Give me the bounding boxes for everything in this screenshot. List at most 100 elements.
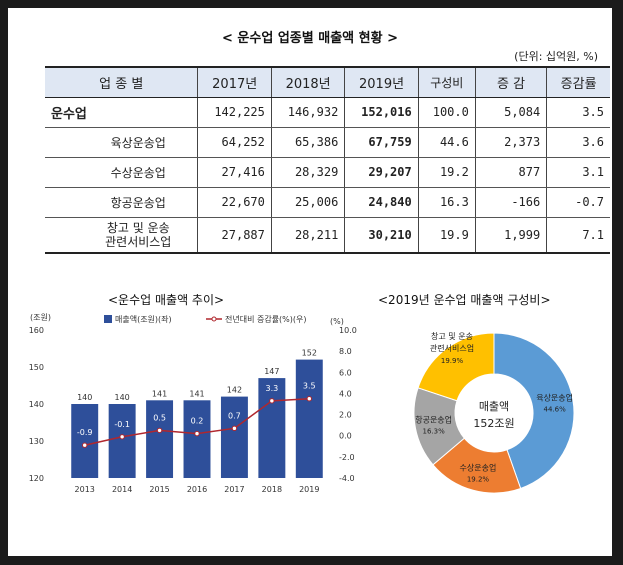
right-tick-label: -2.0 xyxy=(339,453,355,462)
row-name: 창고 및 운송 관련서비스업 xyxy=(45,217,198,254)
bar-value-label: 140 xyxy=(77,393,92,402)
line-point xyxy=(156,427,163,434)
cell-2017: 27,416 xyxy=(197,157,272,188)
left-tick-label: 140 xyxy=(29,400,44,409)
table-row: 운수업 142,225 146,932 152,016 100.0 5,084 … xyxy=(45,97,610,128)
bar-value-label: 142 xyxy=(227,386,242,395)
cell-2017: 142,225 xyxy=(197,97,272,128)
line-value-label: 0.7 xyxy=(228,411,241,420)
cell-2019: 67,759 xyxy=(344,127,419,158)
slice-label: 육상운송업 xyxy=(536,393,573,403)
cell-2017: 27,887 xyxy=(197,217,272,254)
cell-change: 877 xyxy=(474,157,547,188)
cell-rate: 3.5 xyxy=(546,97,610,128)
right-tick-label: 2.0 xyxy=(339,411,352,420)
row-name: 항공운송업 xyxy=(45,187,198,218)
row-name-text-2: 관련서비스업 xyxy=(105,234,172,249)
cell-rate: 3.6 xyxy=(546,127,610,158)
cell-2019: 152,016 xyxy=(344,97,419,128)
row-name: 수상운송업 xyxy=(45,157,198,188)
x-tick-label: 2019 xyxy=(299,485,319,494)
cell-share: 44.6 xyxy=(417,127,476,158)
header-2018: 2018년 xyxy=(270,66,345,98)
trend-chart-title: <운수업 매출액 추이> xyxy=(108,293,225,307)
bar-value-label: 140 xyxy=(115,393,130,402)
bar xyxy=(146,400,174,478)
line-point xyxy=(269,398,275,404)
line-point xyxy=(194,430,200,437)
line-point xyxy=(119,434,125,440)
bar-value-label: 141 xyxy=(152,389,167,398)
cell-share: 19.9 xyxy=(417,217,476,254)
right-axis-unit: (%) xyxy=(330,317,344,326)
line-value-label: 0.2 xyxy=(191,417,204,426)
line-point xyxy=(231,425,238,432)
right-tick-label: -4.0 xyxy=(339,474,355,483)
x-tick-label: 2018 xyxy=(262,485,282,494)
row-name-text: 육상운송업 xyxy=(110,135,166,150)
cell-2018: 28,329 xyxy=(270,157,345,188)
row-name: 운수업 xyxy=(45,97,198,128)
legend-line-label: 전년대비 증감률(%)(우) xyxy=(225,314,307,324)
slice-value: 16.3% xyxy=(423,428,446,436)
page-title: < 운수업 업종별 매출액 현황 > xyxy=(222,31,398,46)
cell-2017: 22,670 xyxy=(197,187,272,218)
bar xyxy=(295,359,323,478)
bar-value-label: 141 xyxy=(189,389,204,398)
left-axis-unit: (조원) xyxy=(30,313,51,322)
pie-center-value: 152조원 xyxy=(473,417,514,430)
header-2019: 2019년 xyxy=(344,66,419,98)
right-tick-label: 8.0 xyxy=(339,347,352,356)
legend-bar-label: 매출액(조원)(좌) xyxy=(115,314,172,324)
bar xyxy=(258,378,286,478)
cell-share: 100.0 xyxy=(417,97,476,128)
left-tick-label: 150 xyxy=(29,363,44,372)
header-rate: 증감률 xyxy=(546,66,610,98)
cell-rate: 7.1 xyxy=(546,217,610,254)
table-row: 창고 및 운송 관련서비스업 27,887 28,211 30,210 19.9 … xyxy=(45,217,610,254)
cell-2019: 30,210 xyxy=(344,217,419,254)
cell-2018: 28,211 xyxy=(270,217,345,254)
cell-change: 2,373 xyxy=(474,127,547,158)
right-tick-label: 4.0 xyxy=(339,389,352,398)
header-industry: 업 종 별 xyxy=(45,66,198,98)
row-name-text: 항공운송업 xyxy=(110,195,166,210)
bar xyxy=(108,404,136,478)
line-value-label: -0.9 xyxy=(77,428,93,437)
right-tick-label: 6.0 xyxy=(339,368,352,377)
table-row: 수상운송업 27,416 28,329 29,207 19.2 877 3.1 xyxy=(45,157,610,188)
pie-center-label: 매출액 xyxy=(479,400,509,413)
table-row: 육상운송업 64,252 65,386 67,759 44.6 2,373 3.… xyxy=(45,127,610,158)
right-tick-label: 0.0 xyxy=(339,432,352,441)
left-tick-label: 120 xyxy=(29,474,44,483)
line-value-label: 0.5 xyxy=(153,413,166,422)
bar-value-label: 147 xyxy=(264,367,279,376)
cell-2017: 64,252 xyxy=(197,127,272,158)
header-2017: 2017년 xyxy=(197,66,272,98)
line-value-label: -0.1 xyxy=(114,420,130,429)
slice-value: 19.2% xyxy=(467,475,490,483)
table-row: 항공운송업 22,670 25,006 24,840 16.3 -166 -0.… xyxy=(45,187,610,218)
line-value-label: 3.5 xyxy=(303,382,316,391)
cell-rate: 3.1 xyxy=(546,157,610,188)
line-point xyxy=(82,442,88,448)
cell-change: 1,999 xyxy=(474,217,547,254)
table-header: 업 종 별 2017년 2018년 2019년 구성비 증 감 증감률 xyxy=(45,66,610,98)
pie-slice xyxy=(493,332,575,490)
cell-change: -166 xyxy=(474,187,547,218)
cell-2019: 24,840 xyxy=(344,187,419,218)
frame: < 운수업 업종별 매출액 현황 > (단위: 십억원, %) 업 종 별 20… xyxy=(8,8,612,556)
x-tick-label: 2015 xyxy=(149,485,169,494)
right-tick-label: 10.0 xyxy=(339,326,357,335)
left-tick-label: 160 xyxy=(29,326,44,335)
unit-note: (단위: 십억원, %) xyxy=(514,50,598,63)
bar-value-label: 152 xyxy=(302,349,317,358)
header-share: 구성비 xyxy=(417,66,476,98)
line-value-label: 3.3 xyxy=(265,384,278,393)
x-tick-label: 2014 xyxy=(112,485,132,494)
cell-rate: -0.7 xyxy=(546,187,610,218)
line-point xyxy=(306,396,312,402)
bar xyxy=(183,400,211,478)
slice-value: 44.6% xyxy=(543,406,566,414)
industry-table: 업 종 별 2017년 2018년 2019년 구성비 증 감 증감률 운수업 … xyxy=(45,66,610,254)
